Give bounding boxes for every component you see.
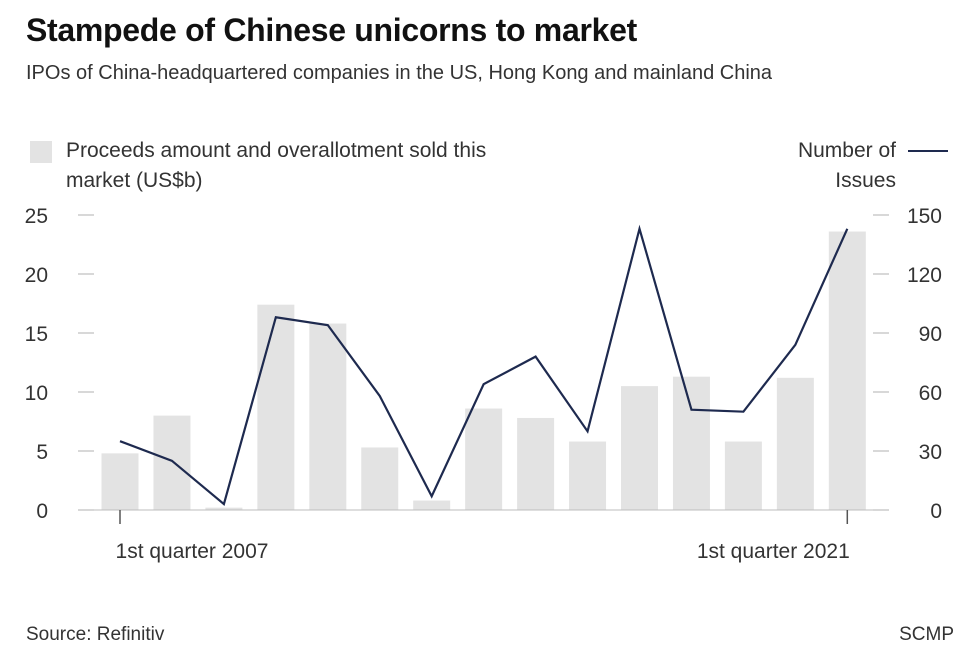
bar-proceeds-1: [153, 415, 191, 510]
left-axis-tick-label: 0: [36, 500, 48, 523]
right-axis-tick-label: 30: [919, 441, 942, 464]
x-axis-tick-label: 1st quarter 2007: [116, 540, 269, 563]
right-axis-tick-label: 0: [930, 500, 942, 523]
bar-proceeds-10: [621, 386, 658, 510]
left-axis-tick-label: 25: [25, 205, 48, 228]
bar-proceeds-3: [257, 304, 295, 510]
left-axis-tick-label: 20: [25, 264, 48, 287]
bar-proceeds-4: [309, 323, 347, 510]
right-axis-tick-label: 90: [919, 323, 942, 346]
bar-proceeds-13: [776, 377, 814, 510]
left-axis-tick-label: 5: [36, 441, 48, 464]
legend-bars-label: Proceeds amount and overallotment sold t…: [66, 139, 487, 192]
legend-bar-swatch: [30, 141, 52, 163]
right-axis-tick-label: 60: [919, 382, 942, 405]
legend-line-label: Number of Issues: [797, 139, 896, 192]
credit-label: SCMP: [899, 624, 954, 645]
bar-proceeds-9: [569, 441, 607, 510]
bar-proceeds-2: [205, 507, 243, 510]
legend-line-swatch: [908, 150, 948, 152]
right-axis-tick-label: 120: [907, 264, 942, 287]
right-axis-tick-label: 150: [907, 205, 942, 228]
left-axis-tick-label: 15: [25, 323, 48, 346]
bar-proceeds-7: [465, 408, 503, 510]
bar-proceeds-6: [413, 500, 451, 510]
chart-title: Stampede of Chinese unicorns to market: [26, 12, 637, 48]
bar-proceeds-12: [724, 441, 762, 510]
bar-proceeds-0: [101, 453, 139, 510]
source-note: Source: Refinitiv: [26, 624, 165, 645]
chart-subtitle: IPOs of China-headquartered companies in…: [26, 62, 773, 84]
bar-proceeds-8: [517, 417, 555, 510]
bar-proceeds-5: [361, 447, 399, 510]
left-axis-tick-label: 10: [25, 382, 48, 405]
bar-proceeds-11: [672, 376, 710, 510]
bar-proceeds-14: [828, 231, 866, 510]
x-axis-tick-label: 1st quarter 2021: [697, 540, 850, 563]
